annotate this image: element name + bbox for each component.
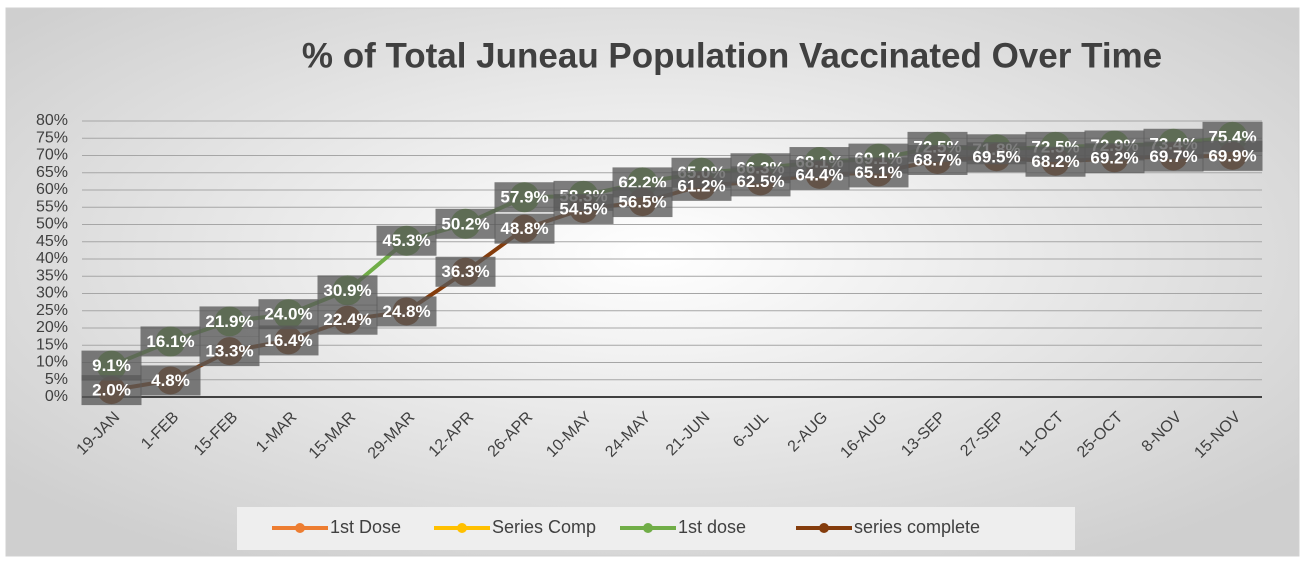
data-label: 21.9%	[205, 312, 253, 331]
data-label: 65.1%	[854, 163, 902, 182]
data-label: 61.2%	[677, 176, 725, 195]
data-label-bg	[140, 326, 201, 357]
chart-title: % of Total Juneau Population Vaccinated …	[302, 36, 1162, 75]
data-label: 24.0%	[264, 305, 312, 324]
data-label-bg	[907, 144, 968, 175]
data-label: 16.4%	[264, 331, 312, 350]
y-tick-label: 5%	[45, 371, 68, 388]
data-label-bg	[612, 187, 673, 218]
data-label: 69.9%	[1208, 146, 1256, 165]
data-label-bg	[258, 299, 319, 330]
data-label: 24.8%	[382, 302, 430, 321]
data-label-bg	[553, 193, 614, 224]
legend-label: series complete	[854, 517, 980, 537]
y-tick-label: 20%	[36, 319, 68, 336]
legend-marker	[643, 523, 653, 533]
y-tick-label: 10%	[36, 354, 68, 371]
data-label: 2.0%	[92, 381, 131, 400]
data-label-bg	[1025, 146, 1086, 177]
data-label: 69.7%	[1149, 147, 1197, 166]
legend-label: Series Comp	[492, 517, 596, 537]
legend-label: 1st Dose	[330, 517, 401, 537]
y-tick-label: 35%	[36, 267, 68, 284]
data-label-bg	[317, 275, 378, 306]
y-tick-label: 70%	[36, 147, 68, 164]
legend-marker	[295, 523, 305, 533]
data-label: 56.5%	[618, 193, 666, 212]
legend-label: 1st dose	[678, 517, 746, 537]
y-tick-label: 25%	[36, 302, 68, 319]
data-label: 9.1%	[92, 356, 131, 375]
data-label-bg	[1143, 141, 1204, 172]
data-label: 48.8%	[500, 219, 548, 238]
y-tick-label: 40%	[36, 250, 68, 267]
data-label-bg	[789, 159, 850, 190]
y-tick-label: 50%	[36, 216, 68, 233]
y-tick-label: 15%	[36, 336, 68, 353]
chart-bg	[5, 7, 1300, 557]
data-label: 69.2%	[1090, 149, 1138, 168]
legend-marker	[457, 523, 467, 533]
data-label-bg	[494, 182, 555, 213]
data-label: 64.4%	[795, 165, 843, 184]
data-label-bg	[730, 166, 791, 197]
data-label-bg	[376, 225, 437, 256]
data-label: 50.2%	[441, 214, 489, 233]
data-label-bg	[435, 208, 496, 239]
data-label: 62.5%	[736, 172, 784, 191]
data-label-bg	[376, 296, 437, 327]
data-label-bg	[435, 256, 496, 287]
data-label-bg	[494, 213, 555, 244]
data-label-bg	[258, 325, 319, 356]
data-label-bg	[81, 375, 142, 406]
data-label-bg	[317, 304, 378, 335]
data-label: 57.9%	[500, 188, 548, 207]
y-tick-label: 75%	[36, 129, 68, 146]
data-label: 68.7%	[913, 150, 961, 169]
data-label: 68.2%	[1031, 152, 1079, 171]
data-label: 30.9%	[323, 281, 371, 300]
data-label-bg	[1202, 140, 1263, 171]
data-label-bg	[1084, 143, 1145, 174]
legend-marker	[819, 523, 829, 533]
data-label: 36.3%	[441, 262, 489, 281]
data-label-bg	[966, 142, 1027, 173]
data-label-bg	[848, 157, 909, 188]
data-label: 13.3%	[205, 342, 253, 361]
y-tick-label: 55%	[36, 198, 68, 215]
y-tick-label: 65%	[36, 164, 68, 181]
data-label: 16.1%	[146, 332, 194, 351]
data-label-bg	[671, 170, 732, 201]
data-label-bg	[199, 306, 260, 337]
data-label: 45.3%	[382, 231, 430, 250]
y-tick-label: 0%	[45, 388, 68, 405]
data-label: 4.8%	[151, 371, 190, 390]
data-label: 22.4%	[323, 310, 371, 329]
y-tick-label: 45%	[36, 233, 68, 250]
data-label-bg	[199, 336, 260, 367]
y-tick-label: 80%	[36, 112, 68, 129]
y-tick-label: 30%	[36, 285, 68, 302]
y-tick-label: 60%	[36, 181, 68, 198]
data-label: 54.5%	[559, 199, 607, 218]
data-label-bg	[140, 365, 201, 396]
data-label: 69.5%	[972, 148, 1020, 167]
